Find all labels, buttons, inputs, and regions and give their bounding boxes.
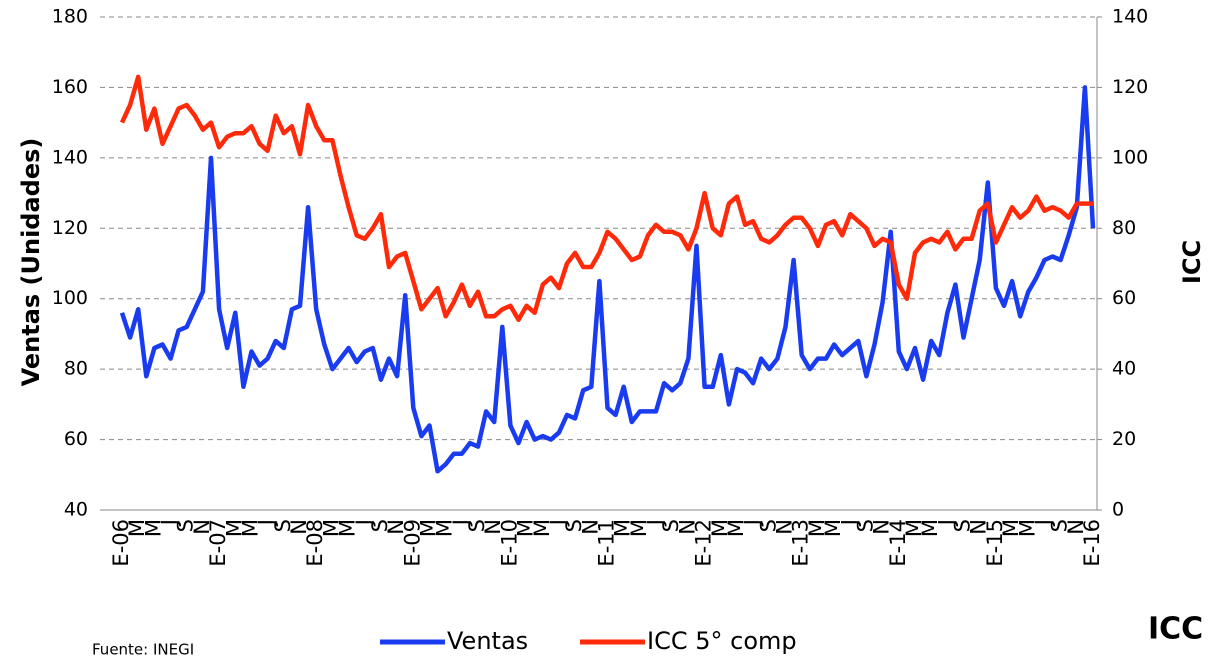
x-tick-label: M [238, 519, 262, 537]
x-tick-label: M [805, 519, 829, 537]
x-tick-label: N [190, 519, 214, 535]
y-tick-label: 120 [52, 217, 88, 239]
corner-label: ICC [1148, 612, 1203, 647]
x-tick-label: N [287, 519, 311, 535]
x-tick-label: J [934, 519, 958, 527]
x-tick-label: N [1064, 519, 1088, 535]
x-tick-label: J [740, 519, 764, 527]
y2-tick-label: 120 [1112, 76, 1148, 98]
x-tick-label: M [724, 519, 748, 537]
x-tick-label: S [1048, 519, 1072, 532]
x-tick-label: N [967, 519, 991, 535]
x-tick-label: M [627, 519, 651, 537]
x-tick-label: J [352, 519, 376, 527]
y2-tick-label: 80 [1112, 217, 1136, 239]
x-tick-label: S [465, 519, 489, 532]
x-tick-label: S [951, 519, 975, 532]
x-tick-label: J [546, 519, 570, 527]
y-axis-title: Ventas (Unidades) [17, 138, 45, 387]
x-tick-label: E-08 [303, 519, 327, 567]
x-tick-label: M [999, 519, 1023, 537]
x-tick-label: M [918, 519, 942, 537]
x-tick-label: E-07 [206, 519, 230, 567]
legend-label: ICC 5° comp [647, 627, 797, 655]
x-tick-label: E-16 [1080, 519, 1104, 567]
y-tick-label: 40 [64, 499, 88, 521]
x-tick-label: M [336, 519, 360, 537]
series-line [119, 74, 1093, 323]
x-tick-label: S [562, 519, 586, 532]
x-tick-label: M [1015, 519, 1039, 537]
legend-label: Ventas [447, 627, 528, 655]
x-tick-label: E-12 [692, 519, 716, 567]
x-tick-label: E-14 [886, 519, 910, 567]
x-tick-label: J [1031, 519, 1055, 527]
x-tick-label: N [773, 519, 797, 535]
x-tick-label: S [659, 519, 683, 532]
y2-tick-label: 100 [1112, 146, 1148, 168]
x-tick-label: E-15 [983, 519, 1007, 567]
y-tick-label: 140 [52, 146, 88, 168]
x-tick-label: M [514, 519, 538, 537]
y2-axis-title: ICC [1178, 240, 1206, 284]
x-tick-label: M [902, 519, 926, 537]
y-tick-label: 60 [64, 428, 88, 450]
x-tick-label: M [821, 519, 845, 537]
y2-tick-label: 40 [1112, 358, 1136, 380]
x-tick-label: J [643, 519, 667, 527]
x-tick-label: S [756, 519, 780, 532]
x-tick-label: N [870, 519, 894, 535]
x-tick-label: N [384, 519, 408, 535]
x-tick-label: J [158, 519, 182, 527]
x-tick-label: J [255, 519, 279, 527]
y2-tick-label: 140 [1112, 6, 1148, 28]
x-tick-label: M [433, 519, 457, 537]
x-tick-label: M [222, 519, 246, 537]
x-tick-label: E-10 [497, 519, 521, 567]
x-tick-label: M [416, 519, 440, 537]
x-tick-label: M [319, 519, 343, 537]
x-tick-label: S [368, 519, 392, 532]
x-tick-label: J [837, 519, 861, 527]
y-tick-label: 80 [64, 358, 88, 380]
x-tick-label: N [675, 519, 699, 535]
y-tick-label: 180 [52, 6, 88, 28]
x-tick-label: M [141, 519, 165, 537]
x-tick-label: J [449, 519, 473, 527]
x-tick-label: M [530, 519, 554, 537]
x-tick-label: E-09 [400, 519, 424, 567]
x-tick-label: E-11 [595, 519, 619, 567]
x-tick-label: M [611, 519, 635, 537]
x-tick-label: S [174, 519, 198, 532]
x-tick-label: S [853, 519, 877, 532]
y2-tick-label: 0 [1112, 499, 1124, 521]
x-tick-label: M [708, 519, 732, 537]
series-line [119, 85, 1096, 474]
x-tick-label: N [578, 519, 602, 535]
x-tick-label: S [271, 519, 295, 532]
x-tick-label: N [481, 519, 505, 535]
y2-tick-label: 60 [1112, 287, 1136, 309]
x-tick-label: M [125, 519, 149, 537]
y2-tick-label: 20 [1112, 428, 1136, 450]
x-tick-label: E-06 [109, 519, 133, 567]
y-tick-label: 160 [52, 76, 88, 98]
y-tick-label: 100 [52, 287, 88, 309]
x-tick-label: E-13 [789, 519, 813, 567]
source: Fuente: INEGI [92, 641, 194, 659]
